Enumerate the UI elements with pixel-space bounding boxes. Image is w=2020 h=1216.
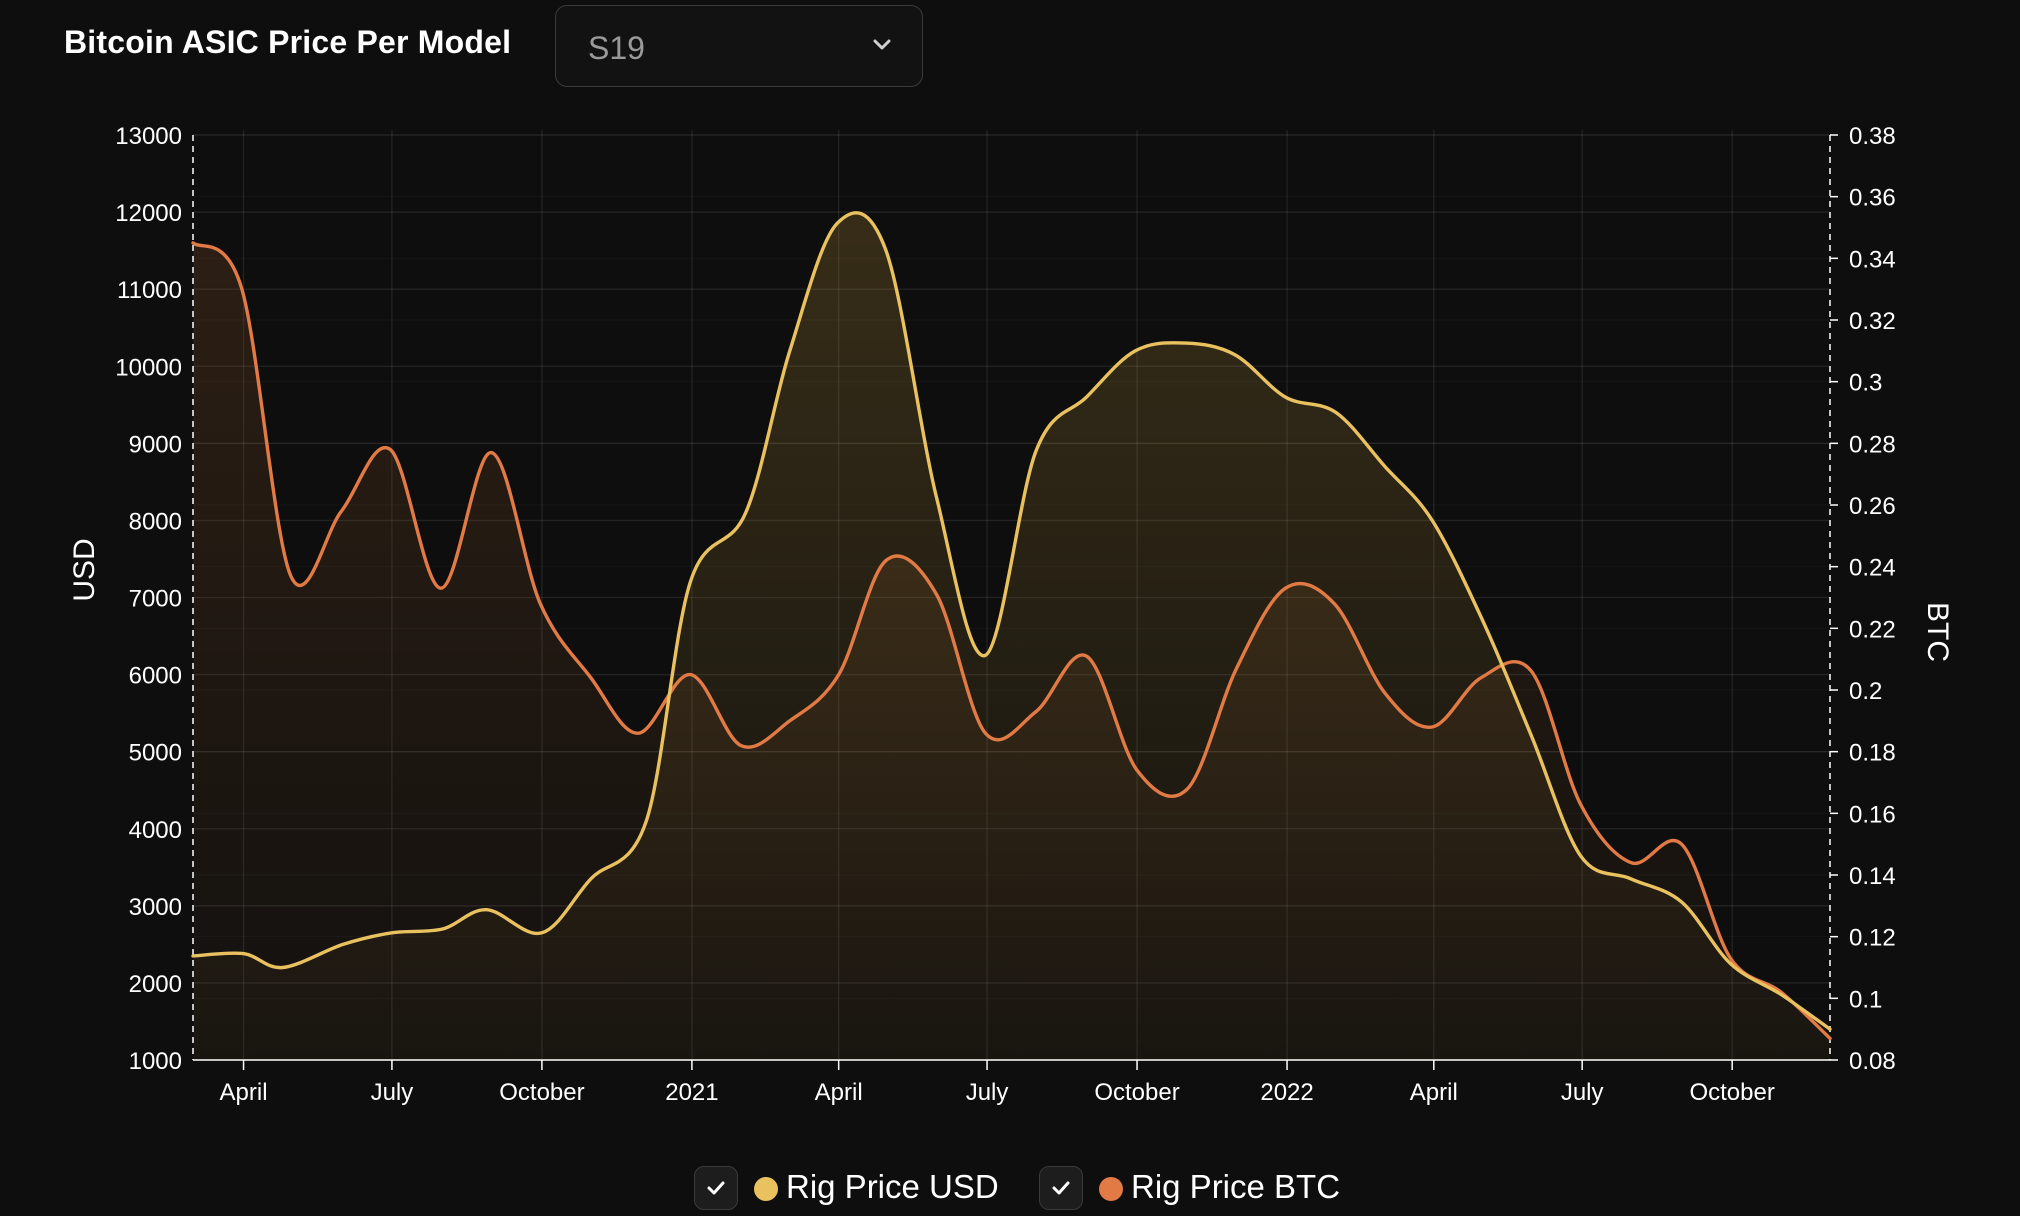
axes <box>192 134 1838 1070</box>
x-tick-label: April <box>1410 1079 1458 1106</box>
x-tick-label: October <box>499 1079 584 1106</box>
y2-tick-label: 0.1 <box>1849 986 1882 1013</box>
series-areas <box>193 212 1830 1061</box>
y-tick-label: 11000 <box>117 277 182 304</box>
x-tick-label: July <box>966 1079 1009 1106</box>
series-line-rig-price-usd <box>191 211 1832 1031</box>
model-select-dropdown[interactable]: S19 <box>555 5 923 87</box>
y2-tick-label: 0.12 <box>1849 925 1896 952</box>
y2-tick-label: 0.3 <box>1849 370 1882 397</box>
check-icon <box>1052 1181 1070 1195</box>
series-area-rig-price-usd <box>193 212 1830 1061</box>
x-tick-label: October <box>1689 1079 1774 1106</box>
y-tick-label: 13000 <box>115 123 182 150</box>
x-tick-label: 2022 <box>1260 1079 1313 1106</box>
y2-tick-label: 0.34 <box>1849 246 1896 273</box>
y2-axis-title: BTC <box>1921 602 1954 662</box>
legend-dot-btc <box>1099 1177 1123 1201</box>
series-lines <box>191 211 1832 1041</box>
y-axis-title: USD <box>68 538 101 601</box>
axis-labels: 1000 2000 3000 4000 5000 6000 7000 8000 9000 1000… <box>68 123 1954 1106</box>
x-tick-label: 2021 <box>665 1079 718 1106</box>
y-tick-label: 2000 <box>129 971 182 998</box>
legend-checkbox-btc[interactable] <box>1039 1166 1083 1210</box>
check-icon <box>707 1181 725 1195</box>
y2-tick-label: 0.38 <box>1849 123 1896 150</box>
x-tick-label: April <box>220 1079 268 1106</box>
y2-tick-label: 0.2 <box>1849 678 1882 705</box>
y2-tick-label: 0.18 <box>1849 740 1896 767</box>
y2-tick-label: 0.26 <box>1849 493 1896 520</box>
y2-tick-label: 0.28 <box>1849 431 1896 458</box>
y-tick-label: 12000 <box>115 200 182 227</box>
series-line-rig-price-btc <box>191 241 1832 1041</box>
price-chart: 1000 2000 3000 4000 5000 6000 7000 8000 9000 1000… <box>68 123 1954 1106</box>
y-tick-label: 1000 <box>129 1048 182 1075</box>
y2-tick-label: 0.22 <box>1849 616 1896 643</box>
legend-dot-usd <box>754 1177 778 1201</box>
y-tick-label: 8000 <box>129 508 182 535</box>
chart-title: Bitcoin ASIC Price Per Model <box>64 24 512 60</box>
y2-tick-label: 0.32 <box>1849 308 1896 335</box>
y2-tick-label: 0.36 <box>1849 185 1896 212</box>
x-tick-label: July <box>1561 1079 1604 1106</box>
y2-tick-label: 0.24 <box>1849 555 1896 582</box>
legend-label-btc: Rig Price BTC <box>1131 1168 1341 1205</box>
chevron-down-icon <box>873 39 891 50</box>
y2-tick-label: 0.14 <box>1849 863 1896 890</box>
y-tick-label: 10000 <box>115 354 182 381</box>
y-tick-label: 9000 <box>129 431 182 458</box>
y-tick-label: 6000 <box>129 663 182 690</box>
y-tick-label: 4000 <box>129 817 182 844</box>
legend-checkbox-usd[interactable] <box>694 1166 738 1210</box>
x-tick-label: July <box>371 1079 414 1106</box>
y-tick-label: 5000 <box>129 740 182 767</box>
model-select-value: S19 <box>588 30 645 66</box>
y2-tick-label: 0.08 <box>1849 1048 1896 1075</box>
x-tick-label: April <box>815 1079 863 1106</box>
y-tick-label: 7000 <box>129 586 182 613</box>
legend-label-usd: Rig Price USD <box>786 1168 999 1205</box>
y2-tick-label: 0.16 <box>1849 801 1896 828</box>
y-tick-label: 3000 <box>129 894 182 921</box>
x-tick-label: October <box>1094 1079 1179 1106</box>
